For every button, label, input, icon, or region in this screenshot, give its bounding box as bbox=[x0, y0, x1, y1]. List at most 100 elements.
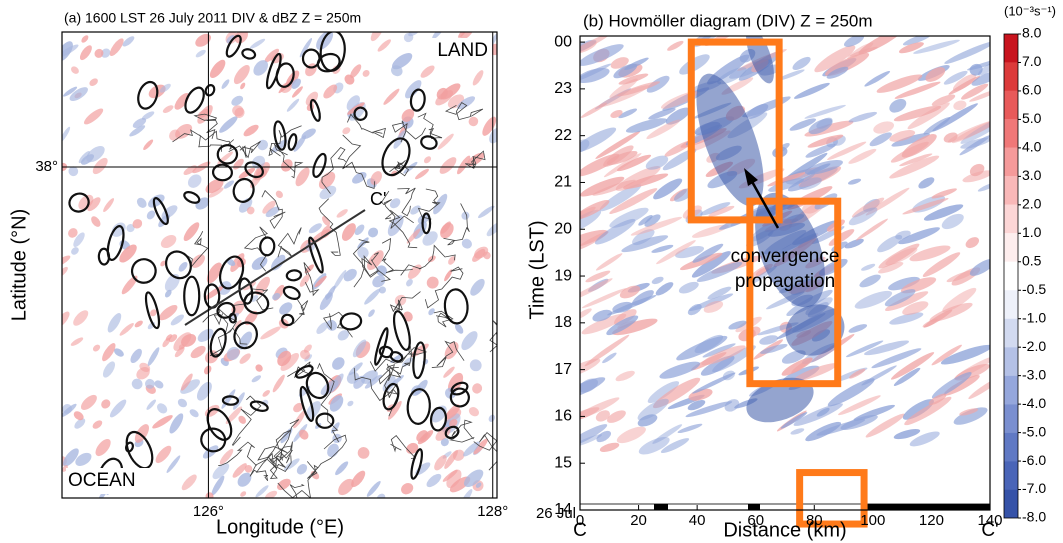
highlight-box bbox=[687, 38, 783, 224]
divergence-blob bbox=[347, 400, 354, 407]
colorbar-label: 4.0 bbox=[1022, 139, 1042, 155]
convergence-core bbox=[785, 304, 845, 356]
divergence-streak bbox=[861, 263, 876, 271]
divergence-blob bbox=[333, 269, 347, 290]
plot-frame bbox=[579, 35, 991, 511]
divergence-blob bbox=[338, 478, 354, 496]
reflectivity-contour bbox=[294, 364, 314, 379]
divergence-blob bbox=[478, 205, 495, 219]
divergence-blob bbox=[148, 194, 165, 208]
boundary-line bbox=[257, 445, 292, 468]
divergence-blob bbox=[155, 445, 172, 464]
divergence-blob bbox=[286, 98, 300, 112]
annotation: propagation bbox=[735, 271, 835, 292]
divergence-streak bbox=[648, 108, 676, 120]
reflectivity-contour bbox=[137, 80, 159, 110]
label-bg bbox=[66, 468, 158, 494]
divergence-streak bbox=[780, 412, 808, 429]
divergence-streak bbox=[595, 253, 623, 271]
divergence-blob bbox=[391, 65, 403, 77]
reflectivity-contour bbox=[232, 177, 255, 203]
divergence-streak bbox=[848, 207, 878, 226]
divergence-streak bbox=[943, 375, 980, 396]
point-label: C' bbox=[370, 189, 386, 209]
colorbar-label: -5.0 bbox=[1022, 423, 1046, 439]
boundary-line bbox=[389, 160, 410, 177]
divergence-blob bbox=[299, 37, 313, 58]
divergence-streak bbox=[580, 358, 601, 379]
reflectivity-contour bbox=[165, 250, 192, 280]
y-tick-label: 23 bbox=[554, 80, 572, 97]
divergence-blob bbox=[147, 347, 160, 366]
divergence-blob bbox=[426, 276, 439, 289]
divergence-blob bbox=[154, 380, 164, 389]
divergence-blob bbox=[134, 320, 143, 328]
divergence-blob bbox=[91, 216, 101, 227]
divergence-blob bbox=[150, 309, 157, 317]
divergence-blob bbox=[272, 292, 281, 301]
divergence-streak bbox=[929, 302, 973, 322]
divergence-streak bbox=[889, 130, 916, 142]
divergence-blob bbox=[265, 206, 280, 218]
boundary-line bbox=[306, 434, 347, 479]
colorbar-segment bbox=[1004, 34, 1018, 63]
divergence-blob bbox=[293, 410, 306, 429]
divergence-blob bbox=[136, 367, 150, 380]
divergence-blob bbox=[94, 48, 104, 58]
boundary-line bbox=[347, 113, 386, 139]
divergence-streak bbox=[625, 118, 668, 133]
divergence-blob bbox=[89, 78, 98, 87]
colorbar-segment bbox=[1004, 119, 1018, 148]
divergence-blob bbox=[472, 70, 484, 86]
divergence-streak bbox=[781, 357, 813, 376]
divergence-streak bbox=[678, 281, 699, 294]
divergence-streak bbox=[595, 131, 641, 159]
divergence-streak bbox=[580, 153, 620, 177]
divergence-blob bbox=[180, 379, 200, 394]
divergence-streak bbox=[847, 42, 874, 60]
divergence-blob bbox=[337, 330, 350, 341]
divergence-streak bbox=[793, 363, 838, 382]
divergence-blob bbox=[119, 322, 134, 336]
divergence-blob bbox=[228, 312, 239, 321]
colorbar-label: -0.5 bbox=[1022, 281, 1046, 297]
divergence-blob bbox=[280, 353, 300, 371]
divergence-blob bbox=[461, 238, 472, 249]
divergence-blob bbox=[243, 281, 257, 291]
divergence-blob bbox=[272, 374, 285, 393]
divergence-blob bbox=[113, 348, 124, 357]
divergence-streak bbox=[618, 73, 649, 85]
reflectivity-contour bbox=[241, 48, 257, 60]
divergence-streak bbox=[900, 277, 937, 294]
divergence-streak bbox=[889, 98, 907, 113]
divergence-streak bbox=[789, 118, 817, 131]
divergence-blob bbox=[357, 247, 369, 259]
divergence-streak bbox=[960, 115, 990, 144]
divergence-blob bbox=[238, 415, 246, 424]
colorbar-label: -4.0 bbox=[1022, 395, 1046, 411]
divergence-blob bbox=[225, 406, 243, 424]
divergence-streak bbox=[717, 67, 747, 85]
reflectivity-contour bbox=[421, 212, 432, 235]
divergence-streak bbox=[902, 198, 949, 215]
divergence-blob bbox=[146, 399, 156, 410]
y-tick-label: 18 bbox=[554, 314, 572, 331]
divergence-streak bbox=[899, 153, 933, 167]
divergence-streak bbox=[931, 94, 956, 107]
divergence-blob bbox=[131, 378, 143, 390]
divergence-streak bbox=[617, 81, 661, 97]
y-tick-label: 14 bbox=[554, 501, 572, 518]
divergence-streak bbox=[616, 154, 652, 172]
divergence-blob bbox=[324, 292, 333, 299]
divergence-streak bbox=[943, 132, 958, 143]
divergence-streak bbox=[792, 56, 811, 70]
reflectivity-contour bbox=[183, 191, 201, 204]
divergence-streak bbox=[962, 170, 990, 183]
divergence-streak bbox=[869, 132, 892, 147]
divergence-blob bbox=[458, 32, 468, 38]
divergence-blob bbox=[162, 105, 174, 114]
divergence-blob bbox=[362, 69, 370, 77]
divergence-streak bbox=[646, 119, 681, 140]
boundary-line bbox=[267, 429, 291, 461]
